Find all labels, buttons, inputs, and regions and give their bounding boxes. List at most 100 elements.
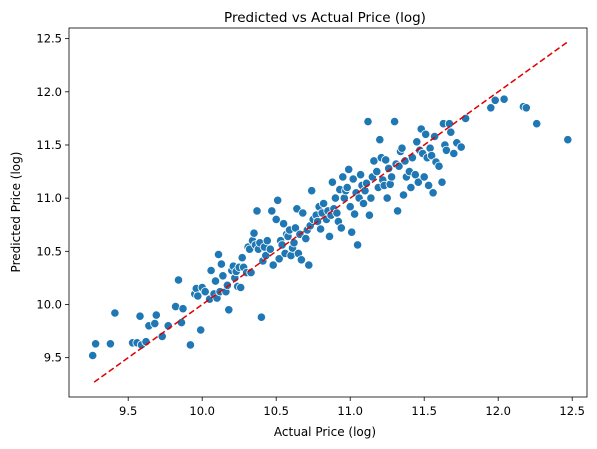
data-point-130 <box>375 135 385 145</box>
data-point-69 <box>278 219 289 229</box>
data-point-152 <box>412 137 422 147</box>
data-point-144 <box>397 143 407 153</box>
y-axis-ticks: 9.5 10.0 10.5 11.0 11.5 12.0 12.5 <box>36 32 69 365</box>
data-point-83 <box>301 234 311 244</box>
x-tick-label-0: 9.5 <box>119 404 137 418</box>
data-point-109 <box>342 182 352 193</box>
data-point-173 <box>449 148 459 159</box>
data-point-163 <box>428 188 438 198</box>
data-point-63 <box>268 260 278 270</box>
data-point-17 <box>178 304 188 314</box>
data-point-167 <box>437 177 447 187</box>
x-tick-label-2: 10.5 <box>263 404 289 418</box>
data-point-105 <box>336 223 346 233</box>
data-point-3 <box>110 308 120 318</box>
x-tick-label-1: 10.0 <box>189 404 215 418</box>
scatter-marks <box>88 94 573 361</box>
data-point-18 <box>185 340 195 350</box>
x-axis-label: Actual Price (log) <box>274 425 376 439</box>
data-point-0 <box>88 350 98 361</box>
data-point-32 <box>216 259 226 269</box>
data-point-118 <box>355 170 366 180</box>
data-point-134 <box>381 155 391 165</box>
data-point-128 <box>372 167 382 177</box>
x-tick-label-4: 11.5 <box>411 404 437 418</box>
data-point-60 <box>262 236 272 246</box>
data-point-61 <box>265 244 275 254</box>
data-point-106 <box>338 172 348 182</box>
data-point-176 <box>460 113 471 124</box>
data-point-172 <box>446 127 456 137</box>
data-point-33 <box>218 271 228 281</box>
data-point-114 <box>349 209 360 219</box>
data-point-183 <box>563 135 573 145</box>
data-point-111 <box>345 202 355 212</box>
data-point-92 <box>315 224 326 234</box>
data-point-2 <box>105 339 116 349</box>
data-point-181 <box>521 103 531 113</box>
data-point-76 <box>289 238 299 248</box>
x-axis-ticks: 9.5 10.0 10.5 11.0 11.5 12.0 12.5 <box>119 397 585 418</box>
data-point-138 <box>386 172 397 182</box>
data-point-44 <box>237 253 247 263</box>
data-point-177 <box>486 103 496 113</box>
data-point-149 <box>406 182 416 193</box>
data-point-81 <box>296 255 306 265</box>
y-tick-label-6: 12.5 <box>36 32 62 46</box>
data-point-24 <box>200 287 210 297</box>
data-point-97 <box>324 231 335 241</box>
chart-title: Predicted vs Actual Price (log) <box>224 10 426 26</box>
data-point-28 <box>210 276 221 286</box>
data-point-113 <box>348 174 358 184</box>
data-point-30 <box>213 249 224 260</box>
plot-frame <box>68 27 588 398</box>
data-point-136 <box>384 163 394 173</box>
data-point-160 <box>423 180 434 190</box>
data-point-141 <box>392 206 403 216</box>
data-point-102 <box>332 208 342 218</box>
data-point-161 <box>425 143 435 153</box>
data-point-124 <box>364 210 374 220</box>
data-point-43 <box>236 282 246 293</box>
data-point-56 <box>256 312 266 322</box>
y-tick-label-0: 9.5 <box>44 351 62 365</box>
x-tick-label-5: 12.0 <box>485 404 511 418</box>
data-point-6 <box>135 311 145 321</box>
data-point-166 <box>434 161 444 171</box>
y-tick-label-3: 11.0 <box>36 191 62 205</box>
data-point-101 <box>330 193 340 203</box>
data-point-87 <box>307 186 317 196</box>
data-point-62 <box>267 206 277 216</box>
data-point-82 <box>298 208 308 218</box>
data-point-66 <box>274 254 284 264</box>
data-point-64 <box>271 214 281 224</box>
data-point-15 <box>173 275 184 285</box>
data-point-26 <box>206 265 216 276</box>
data-point-53 <box>252 206 262 216</box>
data-point-145 <box>398 190 409 200</box>
data-point-10 <box>150 318 160 329</box>
data-point-36 <box>224 305 234 315</box>
data-point-175 <box>456 142 466 152</box>
y-tick-label-5: 12.0 <box>36 85 62 99</box>
data-point-178 <box>490 95 500 105</box>
data-point-162 <box>426 151 437 161</box>
reference-line <box>93 41 569 383</box>
y-tick-label-4: 11.5 <box>36 138 62 152</box>
x-tick-label-3: 11.0 <box>337 404 363 418</box>
data-point-125 <box>366 193 376 203</box>
data-point-77 <box>290 223 300 233</box>
data-point-157 <box>419 172 429 182</box>
data-point-120 <box>358 198 369 209</box>
data-point-16 <box>176 317 187 328</box>
data-point-123 <box>363 117 373 127</box>
data-point-51 <box>249 228 259 238</box>
data-point-35 <box>222 280 232 290</box>
data-point-22 <box>196 325 206 335</box>
data-point-65 <box>273 195 283 205</box>
data-point-137 <box>385 179 395 189</box>
data-point-1 <box>91 339 101 349</box>
y-tick-label-2: 10.5 <box>36 244 62 258</box>
data-point-116 <box>352 240 363 250</box>
